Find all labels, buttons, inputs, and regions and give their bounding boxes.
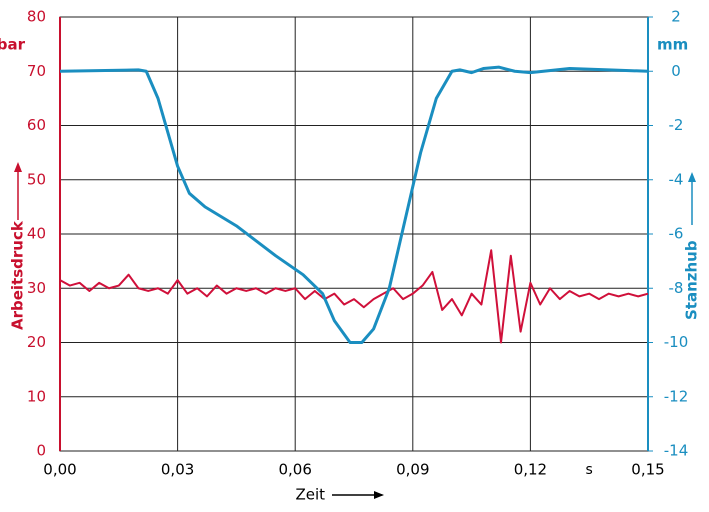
x-tick-label: 0,09 <box>396 461 429 479</box>
y-tick-label: 50 <box>27 170 46 188</box>
y2-tick-label: 2 <box>671 8 681 26</box>
y-tick-label: 20 <box>27 333 46 351</box>
x-tick-label: 0,06 <box>278 461 311 479</box>
y2-tick-label: -2 <box>669 116 684 134</box>
y2-tick-label: -10 <box>664 333 689 351</box>
x-tick-label: 0,12 <box>514 461 547 479</box>
y-tick-label: 70 <box>27 62 46 80</box>
x-tick-label: 0,03 <box>161 461 194 479</box>
x-unit: s <box>586 462 593 478</box>
x-tick-label: 0,00 <box>43 461 76 479</box>
series-line <box>59 65 649 344</box>
y2-arrow-head <box>688 172 696 182</box>
y-axis-label: Arbeitsdruck <box>9 220 27 330</box>
y2-tick-label: -8 <box>669 279 684 297</box>
y2-tick-label: -14 <box>664 442 689 460</box>
y-unit: bar <box>0 36 26 54</box>
y2-tick-label: -12 <box>664 387 689 405</box>
y-tick-label: 60 <box>27 116 46 134</box>
y-tick-label: 30 <box>27 279 46 297</box>
x-tick-label: 0,15 <box>631 461 664 479</box>
x-arrow-head <box>374 491 384 499</box>
y-tick-label: 0 <box>36 442 46 460</box>
y2-tick-label: -6 <box>669 225 684 243</box>
y2-tick-label: 0 <box>671 62 681 80</box>
y2-axis-label: Stanzhub <box>683 240 701 320</box>
y2-unit: mm <box>657 36 688 54</box>
y-tick-label: 80 <box>27 8 46 26</box>
y2-tick-label: -4 <box>669 170 684 188</box>
series-line <box>59 249 649 344</box>
y-tick-label: 40 <box>27 225 46 243</box>
x-axis-label: Zeit <box>295 486 325 504</box>
y-arrow-head <box>14 162 22 172</box>
y-tick-label: 10 <box>27 387 46 405</box>
